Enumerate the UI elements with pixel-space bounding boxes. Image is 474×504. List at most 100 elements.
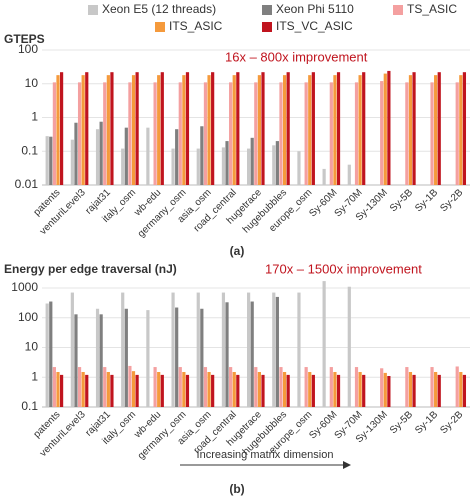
bar: [203, 82, 208, 185]
x-tick-label: Sy-2B: [438, 187, 465, 214]
caption: (a): [230, 244, 245, 258]
bar: [336, 72, 341, 185]
bar: [405, 82, 409, 185]
legend-swatch: [88, 5, 98, 15]
x-tick-label: Sy-2B: [438, 409, 465, 436]
bar: [221, 147, 226, 185]
bar: [49, 136, 53, 185]
bar: [171, 292, 175, 407]
bar: [412, 72, 416, 185]
bar: [254, 82, 258, 185]
bar: [308, 371, 312, 407]
bar: [297, 151, 301, 185]
annotation: 170x – 1500x improvement: [265, 261, 422, 276]
x-tick-label: Sy-5B: [388, 187, 415, 214]
bar: [135, 374, 139, 407]
caption: (b): [229, 482, 244, 496]
bar: [311, 72, 315, 185]
bar: [455, 82, 459, 185]
bar: [347, 164, 351, 185]
bar: [333, 75, 337, 185]
bar: [221, 292, 226, 407]
bar: [412, 374, 416, 407]
bar: [250, 301, 254, 407]
bar: [322, 281, 326, 407]
bar: [59, 374, 64, 407]
bar: [275, 141, 279, 185]
bar: [236, 72, 240, 185]
bar: [254, 367, 258, 407]
legend-swatch: [262, 5, 272, 15]
bar: [434, 75, 438, 185]
bar: [257, 75, 261, 185]
bar: [408, 371, 413, 407]
y-tick-label: 1000: [11, 280, 38, 294]
bar: [405, 367, 409, 407]
bar: [236, 374, 240, 407]
bar: [211, 72, 215, 185]
bar: [70, 292, 74, 407]
bar: [272, 292, 276, 407]
legend-label: ITS_VC_ASIC: [276, 19, 353, 33]
bar: [304, 82, 308, 185]
bar: [146, 310, 150, 407]
bar: [182, 371, 186, 407]
bar: [45, 303, 49, 407]
bar: [408, 75, 413, 185]
bar: [203, 367, 208, 407]
bar: [211, 374, 215, 407]
bar: [124, 308, 128, 407]
bar: [157, 75, 161, 185]
bar: [437, 374, 441, 407]
bar: [430, 82, 434, 185]
bar: [196, 148, 200, 185]
bar: [110, 72, 114, 185]
bar: [383, 73, 387, 185]
bar: [232, 371, 236, 407]
bar: [247, 148, 251, 185]
bar: [74, 314, 78, 407]
bar: [124, 127, 128, 185]
bar: [160, 72, 164, 185]
bar: [56, 75, 60, 185]
bar: [146, 127, 150, 185]
bar: [74, 122, 78, 185]
bar: [153, 82, 157, 185]
legend-swatch: [393, 5, 403, 15]
y-tick-label: 100: [18, 42, 38, 56]
bar: [81, 371, 85, 407]
bar: [207, 371, 211, 407]
bar: [196, 292, 200, 407]
y-tick-label: 100: [18, 310, 38, 324]
bar: [131, 75, 136, 185]
bar: [52, 82, 56, 185]
bar: [362, 72, 366, 185]
bar: [128, 365, 132, 407]
bar: [59, 72, 64, 185]
bar: [45, 136, 49, 185]
bar: [171, 148, 175, 185]
bar: [85, 374, 89, 407]
bar: [225, 302, 229, 407]
bar: [121, 292, 125, 407]
bar: [247, 292, 251, 407]
bar: [387, 70, 391, 185]
bar: [304, 367, 308, 407]
bar: [103, 367, 107, 407]
bar: [185, 72, 190, 185]
bar: [77, 82, 82, 185]
annotation: 16x – 800x improvement: [225, 49, 368, 64]
legend-swatch: [262, 22, 272, 32]
x-tick-label: Sy-5B: [388, 409, 415, 436]
bar: [182, 75, 186, 185]
bar: [380, 368, 384, 407]
bar: [347, 286, 351, 407]
legend-label: TS_ASIC: [407, 2, 457, 16]
bar: [358, 371, 362, 407]
bar: [200, 308, 204, 407]
bar: [178, 367, 182, 407]
bar: [380, 81, 384, 185]
bar: [462, 374, 467, 407]
bar: [383, 372, 387, 407]
bar: [261, 72, 265, 185]
